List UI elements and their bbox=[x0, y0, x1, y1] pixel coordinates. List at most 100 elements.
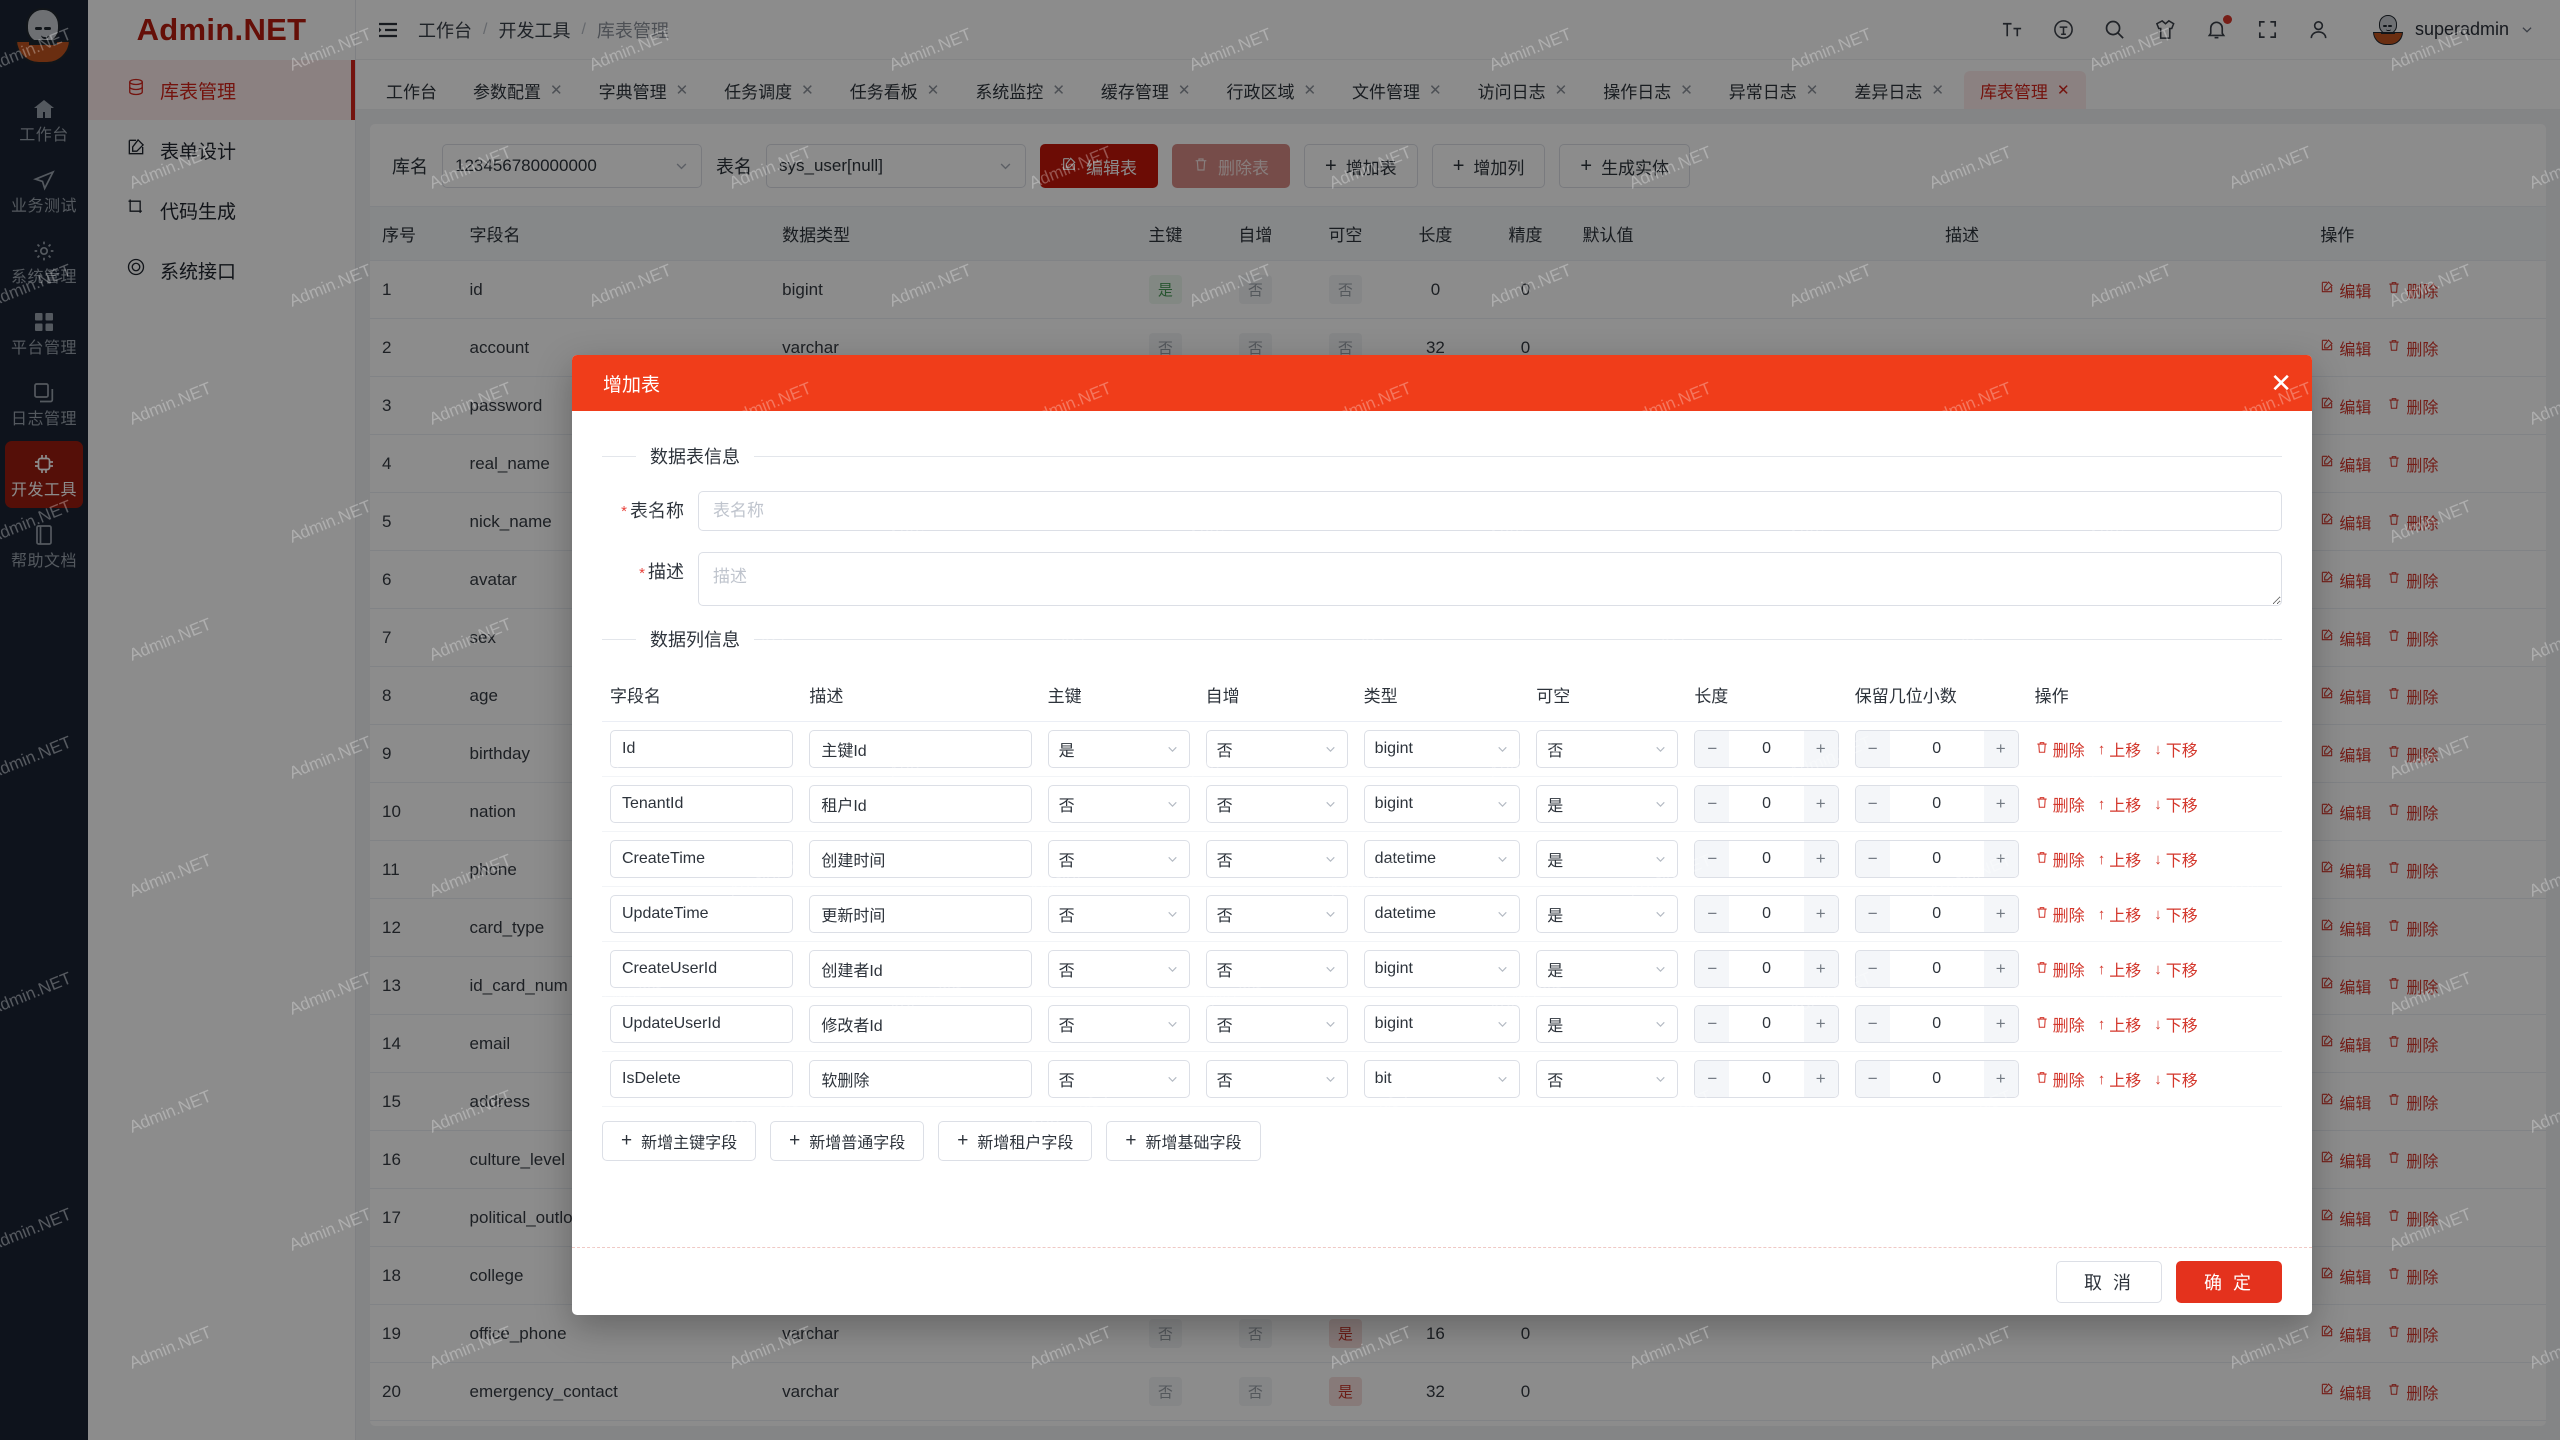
delete-row-button[interactable]: 删除 bbox=[2387, 1206, 2438, 1230]
tab-2[interactable]: 字典管理 ✕ bbox=[583, 71, 705, 109]
edit-row-button[interactable]: 编辑 bbox=[2320, 1090, 2371, 1114]
field-description-input[interactable] bbox=[809, 840, 1032, 879]
tab-7[interactable]: 行政区域 ✕ bbox=[1210, 71, 1332, 109]
close-icon[interactable]: ✕ bbox=[1931, 82, 1944, 99]
close-icon[interactable]: ✕ bbox=[1052, 82, 1065, 99]
rail-item-platform-manage[interactable]: 平台管理 bbox=[5, 299, 83, 366]
edit-row-button[interactable]: 编辑 bbox=[2320, 626, 2371, 650]
delete-row-button[interactable]: 删除 bbox=[2387, 684, 2438, 708]
sidebar-item-code-gen[interactable]: 代码生成 bbox=[88, 180, 355, 240]
field-description-input[interactable] bbox=[809, 730, 1032, 769]
plus-icon[interactable]: + bbox=[1803, 786, 1838, 823]
tab-10[interactable]: 操作日志 ✕ bbox=[1587, 71, 1709, 109]
tab-8[interactable]: 文件管理 ✕ bbox=[1336, 71, 1458, 109]
field-description-input[interactable] bbox=[809, 950, 1032, 989]
field-name-input[interactable] bbox=[610, 895, 794, 934]
table-name-select[interactable]: sys_user[null] bbox=[766, 144, 1026, 188]
edit-row-button[interactable]: 编辑 bbox=[2320, 394, 2371, 418]
nullable-select[interactable]: 是 bbox=[1536, 785, 1679, 824]
close-icon[interactable]: ✕ bbox=[1303, 82, 1317, 99]
delete-row-button[interactable]: 删除 bbox=[2387, 278, 2438, 302]
close-icon[interactable]: ✕ bbox=[550, 82, 563, 99]
edit-row-button[interactable]: 编辑 bbox=[2320, 974, 2371, 998]
tab-4[interactable]: 任务看板 ✕ bbox=[834, 71, 956, 109]
tab-5[interactable]: 系统监控 ✕ bbox=[959, 71, 1081, 109]
field-name-input[interactable] bbox=[610, 950, 794, 989]
plus-icon[interactable]: + bbox=[1983, 841, 2018, 878]
data-type-select[interactable]: bigint bbox=[1363, 950, 1521, 989]
auto-increment-select[interactable]: 否 bbox=[1205, 840, 1348, 879]
delete-row-button[interactable]: 删除 bbox=[2387, 1032, 2438, 1056]
description-input[interactable] bbox=[698, 552, 2282, 607]
generate-entity-button[interactable]: + 生成实体 bbox=[1559, 144, 1691, 188]
tab-11[interactable]: 异常日志 ✕ bbox=[1713, 71, 1835, 109]
notification-bell-icon[interactable] bbox=[2205, 15, 2232, 41]
nullable-select[interactable]: 是 bbox=[1536, 895, 1679, 934]
auto-increment-select[interactable]: 否 bbox=[1205, 785, 1348, 824]
primary-key-select[interactable]: 否 bbox=[1047, 840, 1190, 879]
add-base-field-button[interactable]: + 新增基础字段 bbox=[1106, 1121, 1261, 1162]
minus-icon[interactable]: − bbox=[1695, 786, 1730, 823]
field-description-input[interactable] bbox=[809, 1060, 1032, 1099]
move-up-button[interactable]: ↑ 上移 bbox=[2098, 1012, 2142, 1036]
nullable-select[interactable]: 是 bbox=[1536, 840, 1679, 879]
field-name-input[interactable] bbox=[610, 1005, 794, 1044]
minus-icon[interactable]: − bbox=[1855, 731, 1890, 768]
move-down-button[interactable]: ↓ 下移 bbox=[2154, 1012, 2198, 1036]
minus-icon[interactable]: − bbox=[1695, 1061, 1730, 1098]
delete-row-button[interactable]: 删除 bbox=[2387, 626, 2438, 650]
length-stepper[interactable]: − 0 + bbox=[1694, 950, 1839, 989]
data-type-select[interactable]: bigint bbox=[1363, 730, 1521, 769]
edit-row-button[interactable]: 编辑 bbox=[2320, 336, 2371, 360]
minus-icon[interactable]: − bbox=[1695, 1006, 1730, 1043]
breadcrumb-item-0[interactable]: 工作台 bbox=[418, 20, 472, 41]
field-name-input[interactable] bbox=[610, 1060, 794, 1099]
close-icon[interactable]: ✕ bbox=[1680, 82, 1693, 99]
close-icon[interactable]: ✕ bbox=[2056, 82, 2070, 99]
language-icon[interactable] bbox=[2052, 18, 2075, 41]
plus-icon[interactable]: + bbox=[1983, 1006, 2018, 1043]
delete-field-button[interactable]: 删除 bbox=[2035, 792, 2085, 816]
auto-increment-select[interactable]: 否 bbox=[1205, 895, 1348, 934]
tab-1[interactable]: 参数配置 ✕ bbox=[457, 71, 579, 109]
field-description-input[interactable] bbox=[809, 895, 1032, 934]
edit-row-button[interactable]: 编辑 bbox=[2320, 916, 2371, 940]
plus-icon[interactable]: + bbox=[1803, 896, 1838, 933]
rail-item-business-test[interactable]: 业务测试 bbox=[5, 157, 83, 224]
field-description-input[interactable] bbox=[809, 785, 1032, 824]
plus-icon[interactable]: + bbox=[1803, 1061, 1838, 1098]
menu-fold-icon[interactable] bbox=[376, 18, 400, 42]
scale-stepper[interactable]: − 0 + bbox=[1854, 785, 2019, 824]
data-type-select[interactable]: bit bbox=[1363, 1060, 1521, 1099]
minus-icon[interactable]: − bbox=[1695, 731, 1730, 768]
tab-13[interactable]: 库表管理 ✕ bbox=[1963, 71, 2086, 109]
minus-icon[interactable]: − bbox=[1855, 841, 1890, 878]
data-type-select[interactable]: bigint bbox=[1363, 1005, 1521, 1044]
edit-row-button[interactable]: 编辑 bbox=[2320, 800, 2371, 824]
close-icon[interactable]: ✕ bbox=[1805, 82, 1819, 99]
field-name-input[interactable] bbox=[610, 840, 794, 879]
confirm-button[interactable]: 确 定 bbox=[2175, 1260, 2282, 1303]
rail-item-dev-tools[interactable]: 开发工具 bbox=[5, 441, 83, 508]
minus-icon[interactable]: − bbox=[1855, 896, 1890, 933]
sidebar-item-form-design[interactable]: 表单设计 bbox=[88, 120, 355, 180]
close-icon[interactable]: ✕ bbox=[675, 82, 689, 99]
breadcrumb-item-1[interactable]: 开发工具 bbox=[498, 20, 571, 41]
scale-stepper[interactable]: − 0 + bbox=[1854, 950, 2019, 989]
rail-item-help-docs[interactable]: 帮助文档 bbox=[5, 512, 83, 579]
length-stepper[interactable]: − 0 + bbox=[1694, 730, 1839, 769]
minus-icon[interactable]: − bbox=[1855, 786, 1890, 823]
auto-increment-select[interactable]: 否 bbox=[1205, 730, 1348, 769]
move-up-button[interactable]: ↑ 上移 bbox=[2098, 957, 2142, 981]
close-icon[interactable]: ✕ bbox=[926, 82, 940, 99]
edit-row-button[interactable]: 编辑 bbox=[2320, 1206, 2371, 1230]
fullscreen-icon[interactable] bbox=[2256, 18, 2279, 41]
delete-row-button[interactable]: 删除 bbox=[2387, 336, 2438, 360]
add-table-button[interactable]: + 增加表 bbox=[1304, 144, 1418, 188]
edit-table-button[interactable]: 编辑表 bbox=[1040, 144, 1158, 188]
delete-row-button[interactable]: 删除 bbox=[2387, 510, 2438, 534]
sidebar-item-system-api[interactable]: 系统接口 bbox=[88, 240, 355, 300]
plus-icon[interactable]: + bbox=[1983, 896, 2018, 933]
plus-icon[interactable]: + bbox=[1983, 951, 2018, 988]
plus-icon[interactable]: + bbox=[1803, 951, 1838, 988]
